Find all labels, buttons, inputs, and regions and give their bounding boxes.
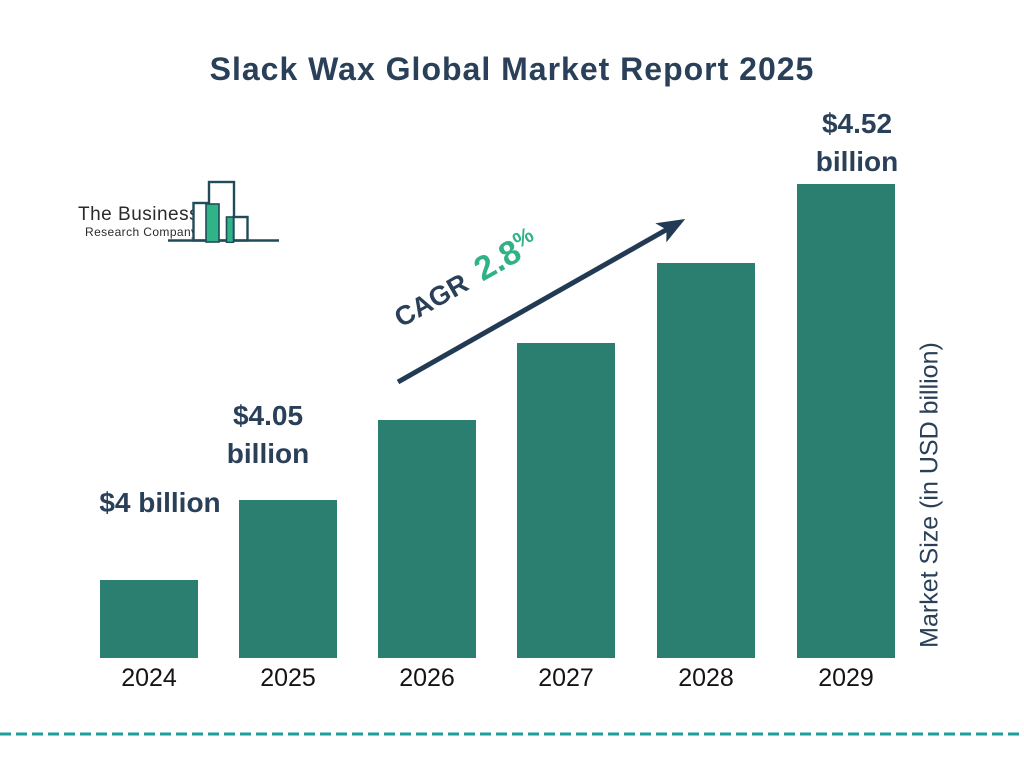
- y-axis-label: Market Size (in USD billion): [915, 342, 944, 648]
- value-label-2024-line1: $4 billion: [99, 487, 221, 518]
- cagr-value: 2.8%: [467, 221, 538, 289]
- value-label-2025-line1: $4.05: [232, 400, 304, 431]
- x-tick-2026: 2026: [399, 664, 455, 692]
- bar-2026: [378, 420, 476, 658]
- logo-text-line1: The Business: [78, 204, 200, 225]
- x-tick-2028: 2028: [678, 664, 734, 692]
- company-logo: The Business Research Company: [70, 178, 290, 248]
- value-label-2024: $4 billion: [60, 484, 260, 522]
- page-title: Slack Wax Global Market Report 2025: [209, 51, 815, 88]
- x-tick-2029: 2029: [818, 664, 874, 692]
- bar-2024: [100, 580, 198, 658]
- bar-2028: [657, 263, 755, 658]
- value-label-2029-line2: billion: [815, 146, 899, 177]
- bar-2027: [517, 343, 615, 658]
- x-tick-2025: 2025: [260, 664, 316, 692]
- bar-chart-logo-icon: [168, 180, 279, 243]
- cagr-annotation: CAGR 2.8%: [386, 221, 547, 340]
- value-label-2025: $4.05 billion: [168, 397, 368, 473]
- x-tick-2027: 2027: [538, 664, 594, 692]
- x-tick-2024: 2024: [121, 664, 177, 692]
- value-label-2029: $4.52 billion: [757, 105, 957, 181]
- cagr-label: CAGR: [389, 267, 474, 334]
- bar-2029: [797, 184, 895, 658]
- value-label-2025-line2: billion: [226, 438, 310, 469]
- bar-2025: [239, 500, 337, 658]
- value-label-2029-line1: $4.52: [821, 108, 893, 139]
- bottom-dashed-divider: [0, 732, 1024, 736]
- logo-text-line2: Research Company: [85, 225, 198, 239]
